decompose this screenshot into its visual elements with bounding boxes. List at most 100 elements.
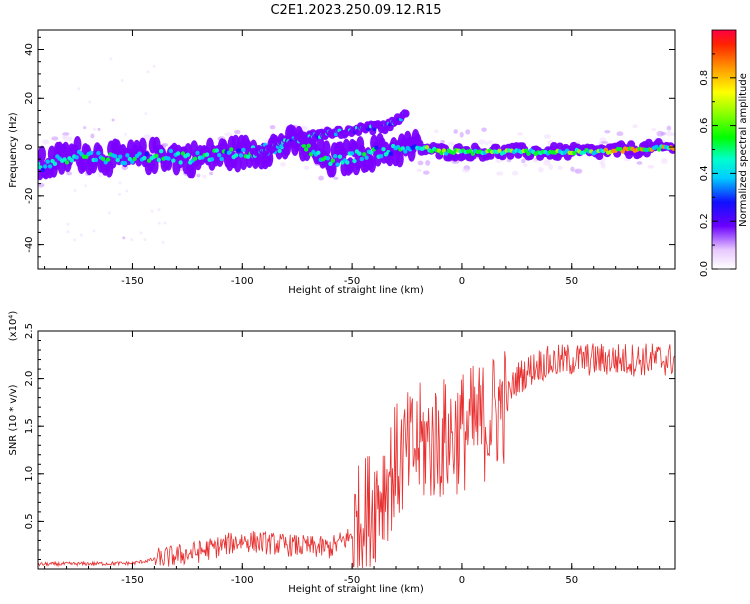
spectrogram-cell xyxy=(523,163,528,168)
spectrogram-cell xyxy=(42,139,49,145)
spectrogram-cell xyxy=(93,157,99,163)
spectrogram-xlabel: Height of straight line (km) xyxy=(288,285,424,296)
spectrogram-cell xyxy=(97,172,102,178)
spectrogram-cell xyxy=(488,139,493,145)
spectrogram-cell xyxy=(157,221,161,225)
spectrogram-cell xyxy=(125,153,130,158)
spectrogram-cell xyxy=(599,137,607,142)
spectrogram-cell xyxy=(238,153,244,158)
spectrogram-cell xyxy=(185,152,190,157)
spectrogram-cell xyxy=(666,125,672,131)
spectrogram-cell xyxy=(68,138,72,142)
chart-title: C2E1.2023.250.09.12.R15 xyxy=(270,3,441,18)
snr-series-line xyxy=(38,343,675,569)
spectrogram-cell xyxy=(123,132,127,136)
spectrogram-xtick-label: -50 xyxy=(344,276,360,287)
spectrogram-cell xyxy=(269,125,276,130)
colorbar-ticks: 0.0 0.2 0.4 0.6 0.8 xyxy=(699,53,736,277)
spectrogram-cell xyxy=(434,129,439,134)
spectrogram-cell xyxy=(512,170,519,176)
spectrogram-panel: -150 -100 -50 0 50 -40 -20 0 20 40 Height of stra… xyxy=(8,29,676,296)
spectrogram-cell xyxy=(144,112,148,115)
colorbar: 0.0 0.2 0.4 0.6 0.8 Normalized spectral ampl… xyxy=(699,29,749,277)
spectrogram-cell xyxy=(671,132,675,137)
spectrogram-cell xyxy=(538,166,544,173)
spectrogram-cell xyxy=(550,142,558,151)
spectrogram-cell xyxy=(349,151,355,156)
spectrogram-cell xyxy=(595,151,604,161)
spectrogram-cell xyxy=(318,175,324,181)
spectrogram-cell xyxy=(89,150,94,155)
spectrogram-cell xyxy=(66,230,70,234)
spectrogram-cell xyxy=(600,163,606,169)
spectrogram-cell xyxy=(651,127,657,132)
snr-marks xyxy=(38,343,675,569)
snr-xtick-label: 50 xyxy=(565,575,578,586)
spectrogram-cell xyxy=(572,151,577,156)
spectrogram-cell xyxy=(352,158,357,164)
spectrogram-cell xyxy=(496,171,504,176)
spectrogram-cell xyxy=(478,139,486,145)
spectrogram-cell xyxy=(660,131,667,136)
spectrogram-cell xyxy=(122,161,128,166)
spectrogram-cell xyxy=(316,150,321,155)
spectrogram-xtick-label: -150 xyxy=(121,276,144,287)
spectrogram-cell xyxy=(38,161,41,166)
spectrogram-cell xyxy=(52,161,58,166)
spectrogram-cell xyxy=(279,144,284,149)
spectrogram-cell xyxy=(88,100,92,104)
spectrogram-cell xyxy=(603,147,608,152)
spectrogram-cell xyxy=(328,161,333,166)
spectrogram-cell xyxy=(388,151,393,156)
spectrogram-cell xyxy=(647,164,655,169)
spectrogram-cell xyxy=(543,160,551,166)
spectrogram-cell xyxy=(656,147,662,152)
spectrogram-cell xyxy=(395,150,404,168)
spectrogram-cell xyxy=(166,156,171,161)
spectrogram-ytick-label: 20 xyxy=(24,92,35,105)
spectrogram-cell xyxy=(144,151,149,157)
spectrogram-cell xyxy=(400,146,405,151)
spectrogram-cell xyxy=(616,131,624,136)
spectrogram-cell xyxy=(236,148,241,153)
spectrogram-frame xyxy=(37,29,676,270)
spectrogram-cell xyxy=(188,161,197,179)
spectrogram-cell xyxy=(417,160,424,166)
spectrogram-cell xyxy=(51,136,59,141)
colorbar-tick-label: 0.2 xyxy=(699,213,710,229)
spectrogram-xtick-label: -100 xyxy=(231,276,254,287)
spectrogram-cell xyxy=(453,129,458,134)
spectrogram-xtick-label: 0 xyxy=(459,276,465,287)
spectrogram-cell xyxy=(150,157,159,175)
spectrogram-cell xyxy=(574,168,583,174)
spectrogram-cell xyxy=(229,147,234,152)
spectrogram-ytick-label: 40 xyxy=(24,43,35,56)
spectrogram-cell xyxy=(219,156,224,162)
colorbar-gradient xyxy=(711,29,737,270)
snr-ytick-label: 2.0 xyxy=(24,371,35,387)
spectrogram-cell xyxy=(109,57,113,61)
spectrogram-cell xyxy=(359,156,364,162)
spectrogram-cell xyxy=(92,127,96,131)
snr-ytick-label: 1.0 xyxy=(24,466,35,482)
spectrogram-cell xyxy=(139,231,143,235)
spectrogram-xtick-label: 50 xyxy=(565,276,578,287)
spectrogram-cell xyxy=(156,157,161,163)
spectrogram-cell xyxy=(122,236,126,240)
spectrogram-cell xyxy=(451,153,460,162)
spectrogram-cell xyxy=(157,208,161,212)
spectrogram-ylabel: Frequency (Hz) xyxy=(8,112,19,188)
spectrogram-cell xyxy=(74,155,79,160)
spectrogram-cell xyxy=(146,70,150,74)
spectrogram-ytick-label: 0 xyxy=(24,144,35,150)
colorbar-tick-label: 0.6 xyxy=(699,118,710,134)
spectrogram-cell xyxy=(241,147,246,153)
spectrogram-cell xyxy=(69,158,75,163)
spectrogram-cell xyxy=(137,151,142,156)
spectrogram-cell xyxy=(154,153,159,158)
snr-xtick-label: -50 xyxy=(344,575,360,586)
spectrogram-cell xyxy=(604,129,611,134)
spectrogram-cell xyxy=(125,189,129,193)
